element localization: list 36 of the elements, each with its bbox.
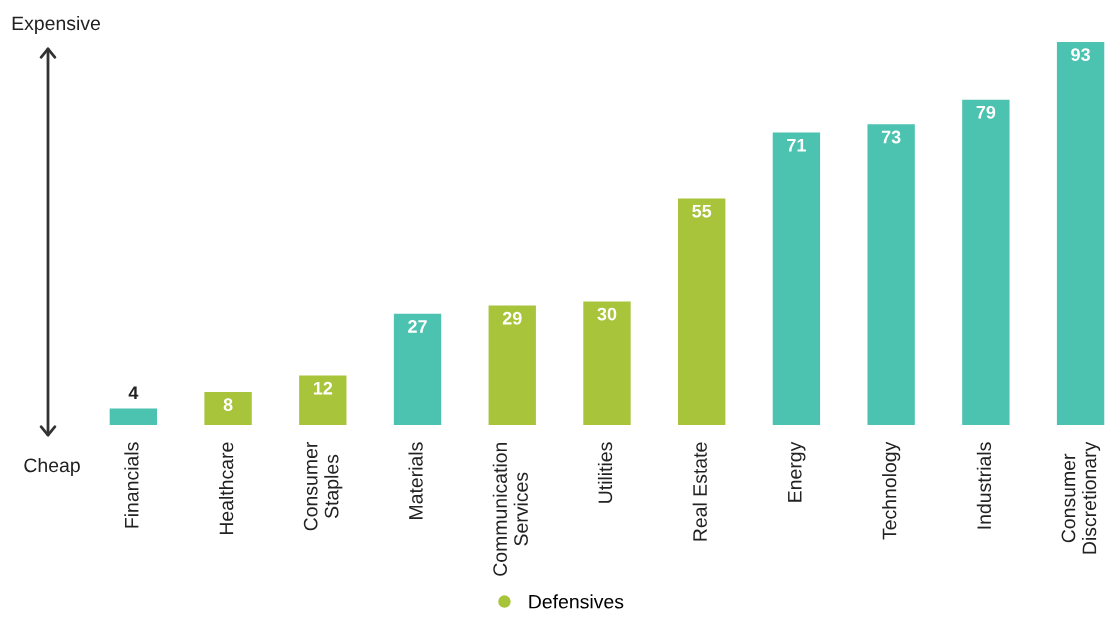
bar	[867, 124, 915, 425]
x-tick-label: Utilities	[597, 442, 613, 503]
bar	[109, 408, 158, 425]
data-label: 4	[128, 386, 139, 400]
bar	[488, 305, 536, 425]
bar	[678, 198, 726, 425]
legend-label: Defensives	[529, 594, 624, 609]
text: Expensive	[12, 15, 100, 35]
data-label: 71	[787, 139, 806, 152]
data-label: 27	[408, 320, 427, 333]
x-tick-label: Financials	[124, 442, 139, 528]
bar	[1056, 42, 1105, 425]
bar	[299, 375, 347, 425]
x-tick-label: Industrials	[976, 442, 992, 529]
x-tick-label: Communication Services	[492, 442, 528, 576]
data-label: 12	[313, 381, 333, 395]
bar	[772, 132, 821, 425]
x-tick-label: Consumer Discretionary	[1061, 441, 1101, 554]
bar	[204, 392, 252, 425]
x-tick-label: Real Estate	[692, 442, 707, 541]
x-tick-label: Materials	[408, 442, 423, 519]
bar	[962, 99, 1010, 425]
data-label: 93	[1071, 48, 1090, 62]
x-tick-label: Energy	[788, 441, 806, 502]
x-tick-label: Healthcare	[219, 442, 234, 535]
text: Cheap	[24, 457, 80, 477]
data-label: 79	[976, 105, 996, 119]
bar	[393, 313, 442, 425]
data-label: 73	[881, 130, 901, 144]
bar	[583, 301, 631, 425]
data-label: 29	[502, 311, 522, 325]
data-label: 8	[223, 398, 233, 412]
data-label: 55	[692, 204, 712, 218]
x-tick-label: Consumer Staples	[303, 441, 343, 531]
data-label: 30	[597, 307, 617, 321]
x-tick-label: Technology	[882, 441, 901, 540]
